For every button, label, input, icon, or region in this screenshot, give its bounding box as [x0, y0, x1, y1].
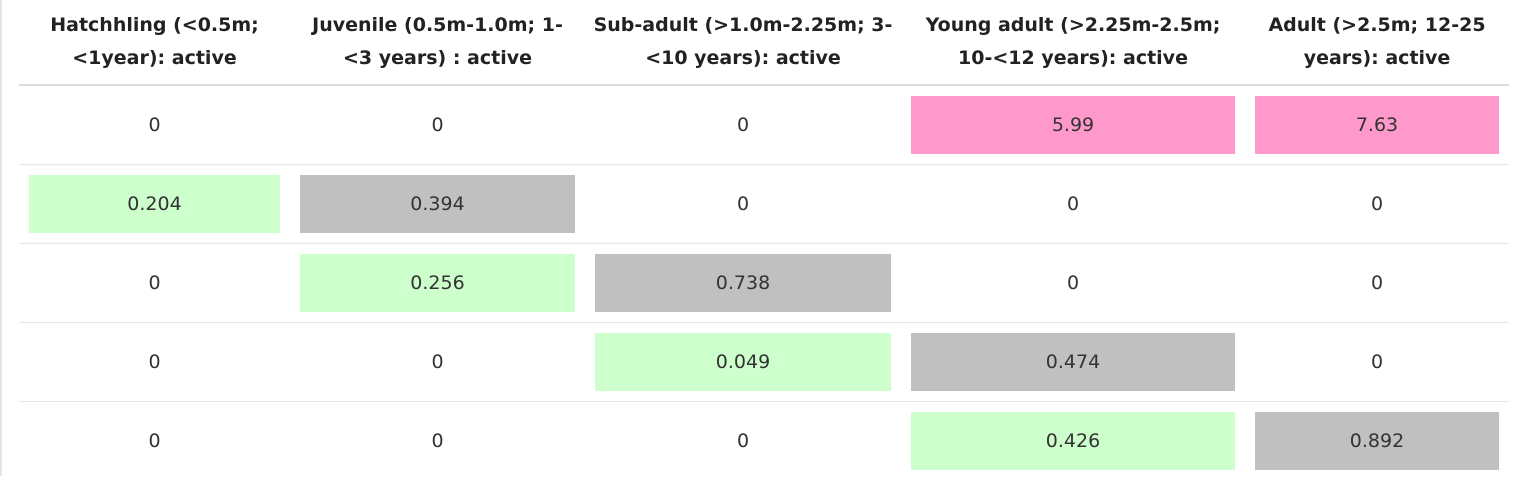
- cell-value: 0.426: [911, 412, 1235, 470]
- cell-value: 0: [595, 175, 891, 233]
- table-cell: 0: [19, 244, 290, 323]
- table-header: Hatchhling (<0.5m; <1year): active Juven…: [19, 0, 1509, 85]
- cell-value: 0: [911, 254, 1235, 312]
- table-body: 0 0 0 5.99 7.63 0.204 0.394 0 0 0 0 0.25…: [19, 85, 1509, 480]
- table-cell: 0: [19, 323, 290, 402]
- table-cell: 0: [1245, 323, 1509, 402]
- column-header-sub-adult: Sub-adult (>1.0m-2.25m; 3-<10 years): ac…: [585, 0, 901, 85]
- table-cell: 0: [290, 323, 585, 402]
- left-border: [0, 0, 2, 476]
- table-row: 0 0 0.049 0.474 0: [19, 323, 1509, 402]
- table-cell: 0: [585, 85, 901, 165]
- table-cell: 0.049: [585, 323, 901, 402]
- cell-value: 0.204: [29, 175, 280, 233]
- cell-value: 0: [595, 96, 891, 154]
- cell-value: 0: [29, 254, 280, 312]
- transition-matrix-table: Hatchhling (<0.5m; <1year): active Juven…: [19, 0, 1509, 480]
- table-cell: 0: [1245, 244, 1509, 323]
- cell-value: 0.256: [300, 254, 575, 312]
- cell-value: 0.892: [1255, 412, 1499, 470]
- table-cell: 7.63: [1245, 85, 1509, 165]
- table-cell: 0.738: [585, 244, 901, 323]
- table-cell: 0: [290, 402, 585, 480]
- column-header-hatchling: Hatchhling (<0.5m; <1year): active: [19, 0, 290, 85]
- cell-value: 0: [300, 96, 575, 154]
- table-cell: 0.474: [901, 323, 1245, 402]
- cell-value: 0: [1255, 254, 1499, 312]
- cell-value: 0: [911, 175, 1235, 233]
- cell-value: 0: [29, 96, 280, 154]
- table-cell: 0.892: [1245, 402, 1509, 480]
- cell-value: 0: [1255, 333, 1499, 391]
- table-cell: 0.394: [290, 165, 585, 244]
- table-cell: 0: [901, 165, 1245, 244]
- cell-value: 0: [300, 412, 575, 470]
- column-header-juvenile: Juvenile (0.5m-1.0m; 1-<3 years) : activ…: [290, 0, 585, 85]
- table-row: 0.204 0.394 0 0 0: [19, 165, 1509, 244]
- cell-value: 0.474: [911, 333, 1235, 391]
- table-cell: 0: [901, 244, 1245, 323]
- table-row: 0 0.256 0.738 0 0: [19, 244, 1509, 323]
- table-cell: 0: [585, 165, 901, 244]
- cell-value: 0: [29, 412, 280, 470]
- cell-value: 0: [29, 333, 280, 391]
- cell-value: 0: [1255, 175, 1499, 233]
- header-row: Hatchhling (<0.5m; <1year): active Juven…: [19, 0, 1509, 85]
- cell-value: 0.738: [595, 254, 891, 312]
- table-cell: 0.256: [290, 244, 585, 323]
- table-cell: 0.204: [19, 165, 290, 244]
- table-row: 0 0 0 0.426 0.892: [19, 402, 1509, 480]
- cell-value: 5.99: [911, 96, 1235, 154]
- table-cell: 0: [19, 402, 290, 480]
- cell-value: 0: [595, 412, 891, 470]
- column-header-adult: Adult (>2.5m; 12-25 years): active: [1245, 0, 1509, 85]
- table-cell: 0: [19, 85, 290, 165]
- cell-value: 0.049: [595, 333, 891, 391]
- table-cell: 0.426: [901, 402, 1245, 480]
- table-cell: 5.99: [901, 85, 1245, 165]
- table-cell: 0: [585, 402, 901, 480]
- column-header-young-adult: Young adult (>2.25m-2.5m; 10-<12 years):…: [901, 0, 1245, 85]
- table-cell: 0: [290, 85, 585, 165]
- table-row: 0 0 0 5.99 7.63: [19, 85, 1509, 165]
- cell-value: 0: [300, 333, 575, 391]
- cell-value: 0.394: [300, 175, 575, 233]
- cell-value: 7.63: [1255, 96, 1499, 154]
- table-cell: 0: [1245, 165, 1509, 244]
